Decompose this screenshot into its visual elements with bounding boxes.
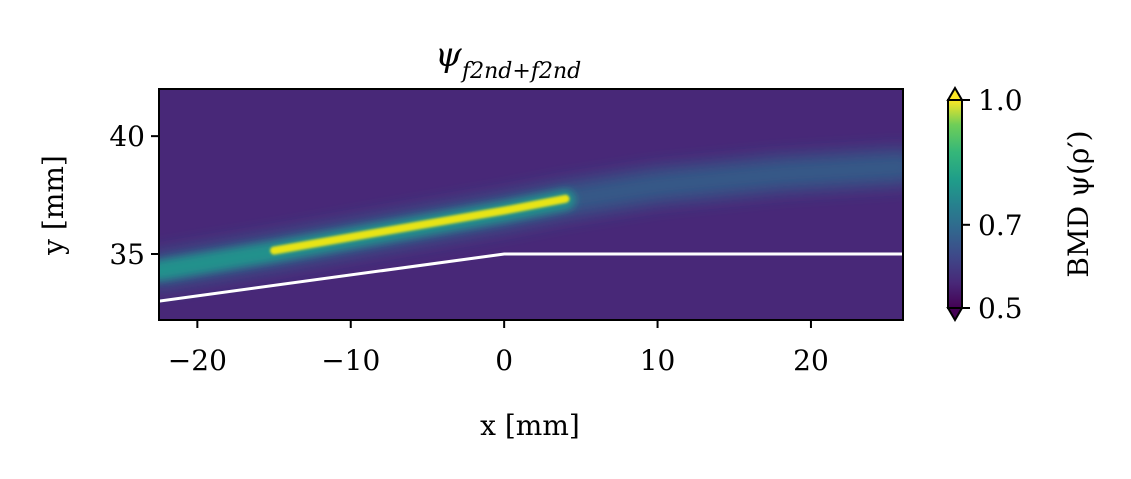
y-axis: 35 40 <box>109 120 159 271</box>
x-tick-label: 20 <box>793 344 829 377</box>
plot-frame <box>158 88 904 321</box>
x-tick-label: 0 <box>495 344 513 377</box>
colorbar-ticks: 0.5 0.7 1.0 <box>962 84 1023 325</box>
x-tick-label: −20 <box>168 344 227 377</box>
x-axis-label: x [mm] <box>480 409 580 442</box>
y-tick-label: 35 <box>109 238 145 271</box>
colorbar-tick-label: 0.5 <box>978 292 1023 325</box>
colorbar: 0.5 0.7 1.0 BMD ψ(ρ′) <box>946 84 1095 325</box>
plot-area <box>159 89 903 320</box>
chart-title: ψ f2nd+f2nd <box>435 35 581 84</box>
spray-band-peak <box>270 194 570 255</box>
boundary-line <box>159 252 903 303</box>
colorbar-tick-label: 0.7 <box>978 209 1023 242</box>
x-axis: −20 −10 0 10 20 <box>168 320 829 377</box>
x-tick-label: 10 <box>640 344 676 377</box>
y-axis-label: y [mm] <box>37 155 70 256</box>
colorbar-extend-top <box>946 86 964 101</box>
colorbar-bar <box>947 99 963 309</box>
title-main: ψ <box>435 35 462 75</box>
colorbar-tick-label: 1.0 <box>978 84 1023 117</box>
x-tick-label: −10 <box>321 344 380 377</box>
colorbar-extend-bottom <box>946 307 964 322</box>
y-tick-label: 40 <box>109 120 145 153</box>
colorbar-label: BMD ψ(ρ′) <box>1062 130 1095 277</box>
title-subscript: f2nd+f2nd <box>460 59 581 84</box>
